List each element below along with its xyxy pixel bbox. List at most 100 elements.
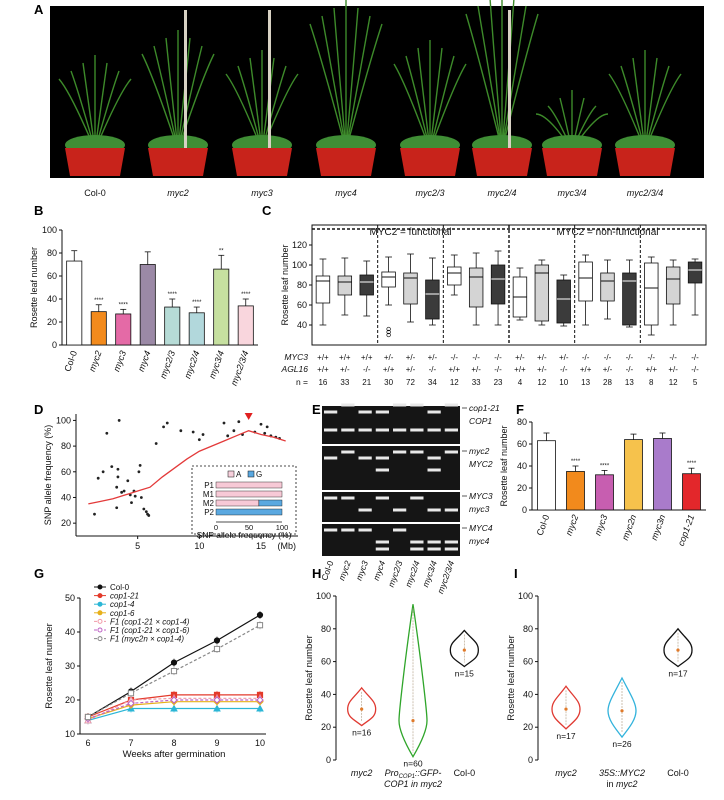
snp-point [133,494,137,498]
panel-label-d: D [34,402,43,417]
band-label: COP1 [469,416,492,426]
x-tick-label: myc3/4 [207,349,226,380]
y-tick-label: 40 [61,492,71,502]
plant-pots [58,0,682,176]
bar [566,471,585,511]
panel-label-i: I [514,566,518,581]
group-label: myc2 [351,768,373,778]
violin [663,627,693,668]
label-part: 35S::MYC2 [599,768,645,778]
box [622,272,637,326]
y-tick-label: 100 [42,225,57,235]
gel-band [444,508,458,512]
agl16-genotype: -/- [363,365,371,374]
myc3-genotype: -/- [494,353,502,362]
y-tick-label: 30 [65,661,75,671]
outlier [386,329,391,335]
snp-point [201,433,205,436]
y-tick-label: 20 [47,317,57,327]
sample-size: n=17 [556,731,575,741]
panel-label-h: H [312,566,321,581]
myc3-genotype: +/+ [339,353,351,362]
y-tick-label: 80 [47,248,57,258]
violin-median [462,648,466,652]
sample-size: 13 [581,378,590,387]
series-marker [213,637,221,644]
gel-band [324,528,338,532]
x-tick-label: Col-0 [535,513,552,537]
sample-size: n=60 [403,759,422,769]
box [337,275,353,296]
snp-point [144,510,148,513]
violin-median [564,707,568,711]
plant-stem [501,13,539,151]
bar [682,473,701,511]
x-tick-label: myc2/3 [158,349,177,380]
allele-g-bar [215,508,283,516]
legend-marker [97,618,103,624]
snp-point [116,467,120,471]
stake [268,10,271,150]
plant-stem [345,7,359,151]
genotype-label: myc2/3 [415,188,444,198]
gel-band [375,468,389,472]
legend-swatch-a [227,470,235,478]
panel-label-b: B [34,203,43,218]
genotype-label: myc2/4 [487,188,516,198]
gel-band [358,456,372,460]
sample-size: 10 [559,378,568,387]
label-part: myc2 [616,779,638,789]
snp-point [130,501,133,505]
sample-size: 12 [450,378,459,387]
pot [542,148,602,176]
gel-band [341,528,355,532]
plant-stem [477,5,503,151]
snp-point [120,490,124,494]
snp-point [117,419,121,422]
significance-mark: **** [687,461,697,467]
genotype-label: myc3 [251,188,273,198]
pot [65,148,125,176]
sample-size: 5 [693,378,698,387]
series-marker [213,645,221,653]
snp-point [122,489,126,493]
agl16-genotype: +/+ [514,365,526,374]
panel-label-e: E [312,402,321,417]
gel-band [427,428,441,432]
pot [232,148,292,176]
lane-label: myc3/4 [420,559,439,588]
allele-a-bar [215,481,283,489]
sample-size: n=16 [352,728,371,738]
sample-size: 23 [494,378,503,387]
legend-marker [97,627,103,633]
sample-size: 30 [384,378,393,387]
agl16-genotype: +/+ [645,365,657,374]
genotype-labels: Col-0 myc2 myc3 myc4 myc2/3 myc2/4 myc3/4 myc2/… [84,188,663,198]
allele-a-bar [215,490,283,498]
snp-point [179,429,183,433]
significance-mark: ** [219,248,224,254]
snp-point [162,425,165,429]
gel-band [341,403,355,407]
x-tick-label: Col-0 [62,349,79,373]
band-label: cop1-21 [469,403,500,413]
label-part: in [606,779,616,789]
x-tick-label: myc4 [136,349,153,373]
lane-label: myc2/4 [403,559,422,588]
lane-label: Col-0 [319,559,335,582]
box [578,261,593,302]
box [381,271,396,288]
gel-band [444,547,458,551]
inset-axis-title: SNP allele frequency (%) [197,530,292,540]
series-marker [256,704,264,712]
snp-point [237,420,241,424]
bar [213,268,230,346]
violin [607,676,637,739]
violin [398,604,428,759]
box [687,261,703,284]
violin-median [676,648,680,652]
snp-point [116,475,120,479]
inset-row-label: M1 [203,490,215,499]
significance-mark: **** [241,292,251,298]
